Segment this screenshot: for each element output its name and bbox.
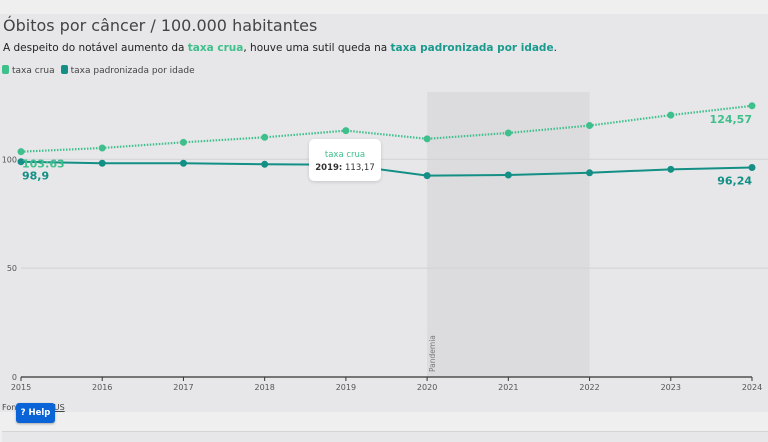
- start-label-crua: 103:63: [22, 158, 65, 171]
- x-tick-label: 2018: [254, 383, 274, 392]
- x-tick-label: 2020: [417, 383, 437, 392]
- tooltip-value-row: 2019: 113,17: [309, 163, 381, 173]
- legend-label: taxa crua: [12, 66, 55, 76]
- end-label-padronizada: 96,24: [717, 174, 752, 187]
- data-point: [586, 122, 594, 130]
- data-point: [342, 127, 350, 135]
- data-point: [261, 160, 269, 168]
- y-tick-label: 100: [2, 155, 17, 164]
- x-tick-label: 2021: [498, 383, 518, 392]
- x-tick-label: 2023: [661, 383, 681, 392]
- legend-item-crua[interactable]: taxa crua: [2, 65, 55, 76]
- chart-panel: [0, 14, 768, 412]
- chart-title: Óbitos por câncer / 100.000 habitantes: [3, 16, 318, 35]
- x-tick-label: 2016: [92, 383, 112, 392]
- data-point: [261, 133, 269, 141]
- pandemic-label: Pandemia: [428, 335, 437, 372]
- chart-subtitle: A despeito do notável aumento da taxa cr…: [3, 42, 557, 54]
- start-label-padronizada: 98,9: [22, 170, 49, 183]
- subtitle-text: , houve uma sutil queda na: [243, 42, 391, 54]
- tooltip-value: 113,17: [345, 163, 375, 173]
- y-tick-label: 50: [7, 264, 17, 273]
- legend-swatch: [2, 65, 9, 74]
- pandemic-band: [427, 92, 590, 377]
- data-point: [667, 111, 675, 119]
- data-point: [98, 144, 106, 152]
- y-tick-label: 0: [12, 373, 17, 382]
- tooltip-year: 2019:: [315, 163, 343, 173]
- bottom-panel: [2, 431, 768, 442]
- series-line-0: [20, 104, 753, 153]
- legend-item-padronizada[interactable]: taxa padronizada por idade: [60, 65, 195, 76]
- x-tick-label: 2024: [742, 383, 762, 392]
- end-label-crua: 124,57: [710, 113, 752, 126]
- data-point: [423, 172, 431, 180]
- x-tick-label: 2017: [173, 383, 193, 392]
- data-point: [179, 138, 187, 146]
- data-point: [98, 159, 106, 167]
- subtitle-highlight-crua: taxa crua: [187, 42, 244, 54]
- legend-swatch: [60, 65, 68, 74]
- x-tick-label: 2022: [579, 383, 599, 392]
- subtitle-highlight-padronizada: taxa padronizada por idade: [390, 42, 554, 54]
- data-point: [667, 165, 675, 173]
- x-tick-label: 2019: [336, 383, 356, 392]
- data-point: [179, 159, 187, 167]
- data-point: [423, 135, 431, 143]
- source-label: Fonte:: [2, 403, 28, 412]
- x-tick-label: 2015: [11, 383, 31, 392]
- data-point: [586, 169, 594, 177]
- data-point: [748, 163, 756, 171]
- legend-label: taxa padronizada por idade: [70, 66, 195, 76]
- tooltip-series: taxa crua: [324, 150, 366, 160]
- data-point: [17, 148, 25, 156]
- data-point: [504, 129, 512, 137]
- subtitle-text: .: [553, 42, 557, 54]
- legend: taxa crua taxa padronizada por idade: [2, 65, 195, 76]
- data-point: [748, 102, 756, 110]
- subtitle-text: A despeito do notável aumento da: [3, 42, 188, 54]
- series-line-1: [20, 160, 753, 177]
- tooltip: taxa crua 2019: 113,17: [309, 139, 381, 181]
- data-point: [504, 171, 512, 179]
- data-point: [17, 158, 25, 166]
- help-button[interactable]: ? Help: [16, 403, 55, 423]
